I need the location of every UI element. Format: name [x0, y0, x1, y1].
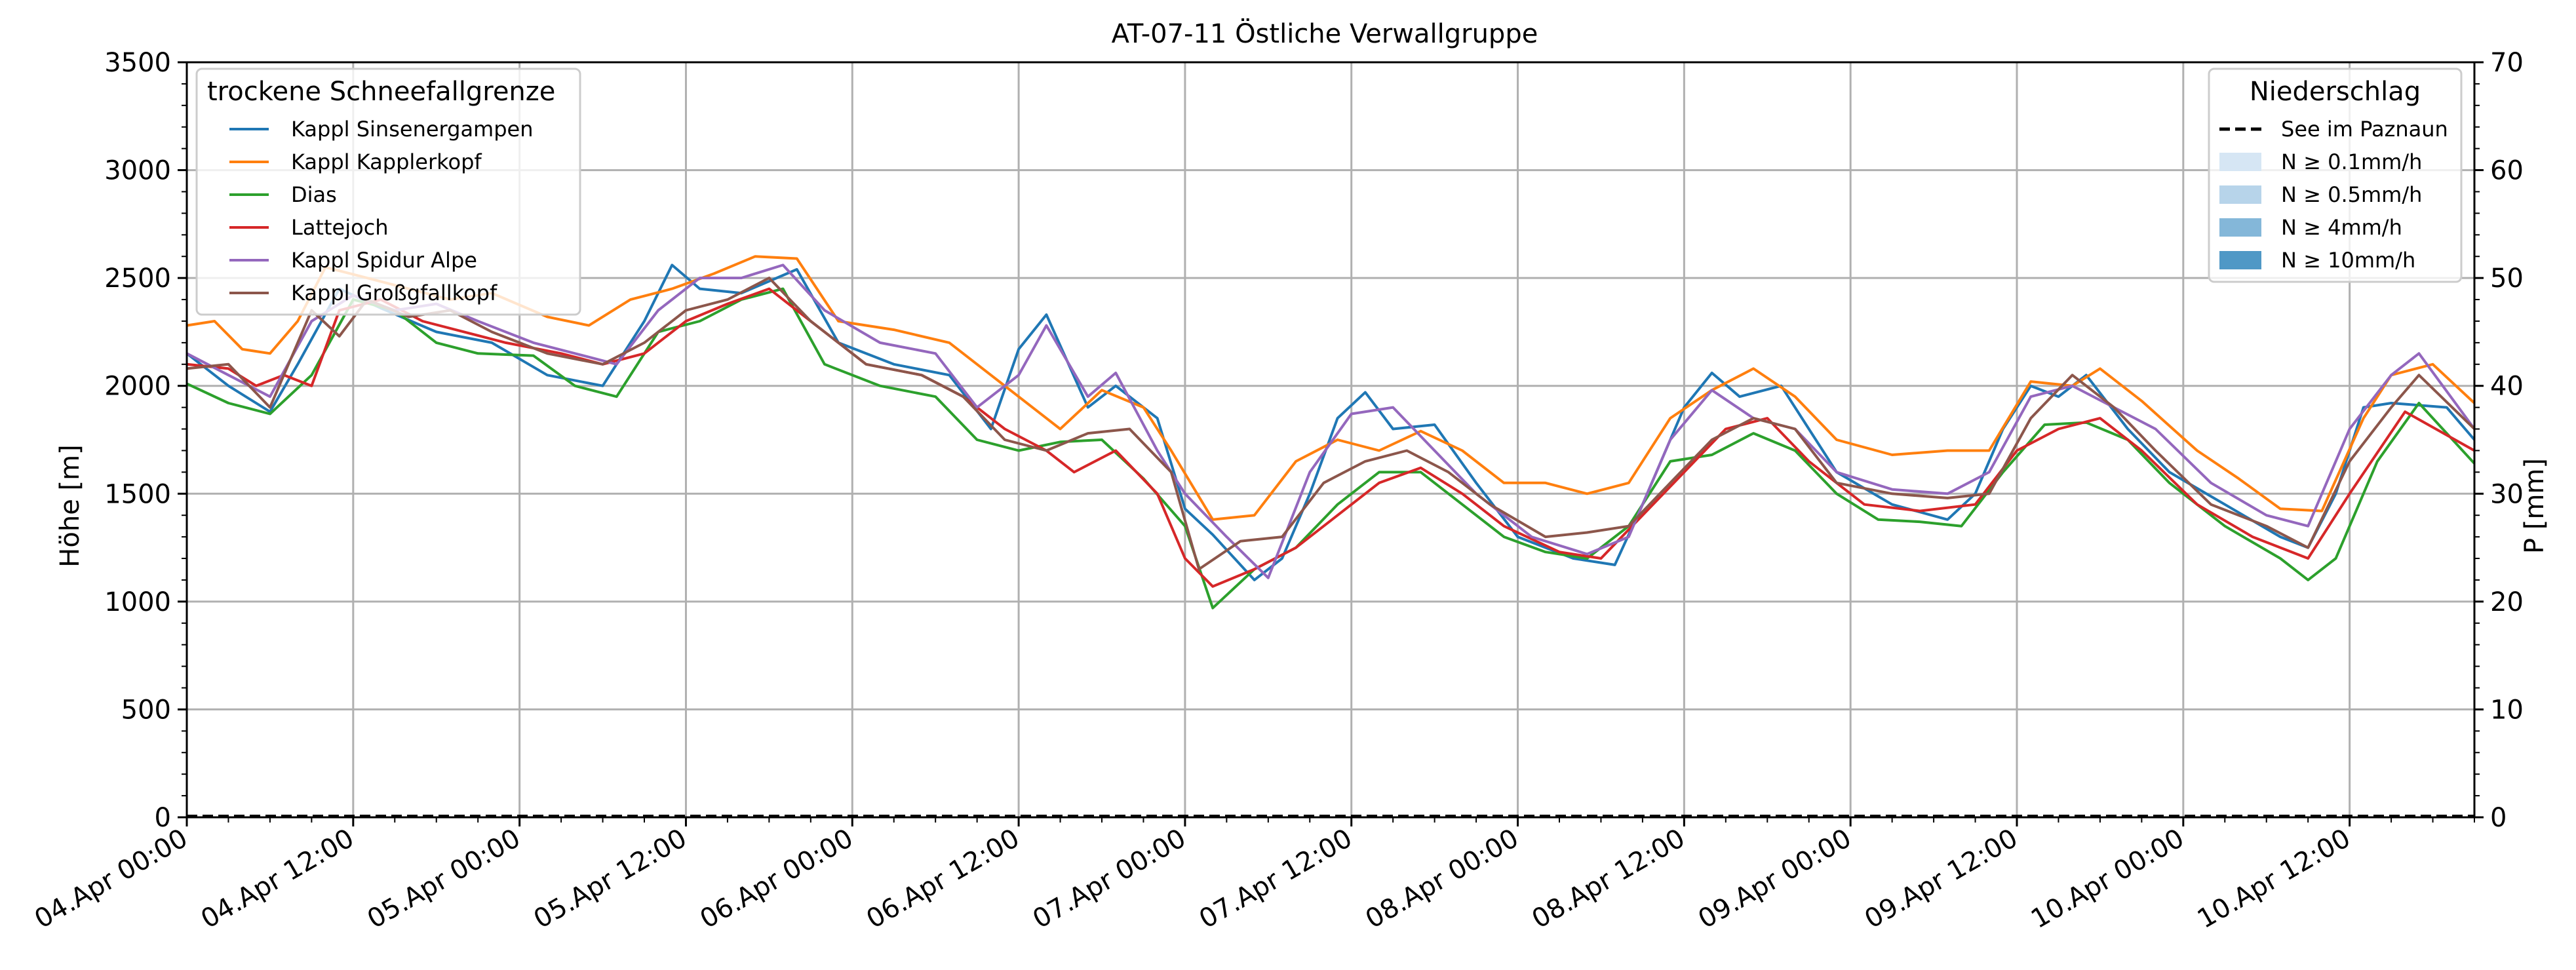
y-tick-label: 0 — [155, 803, 171, 833]
legend-entry-label: See im Paznaun — [2281, 117, 2448, 142]
y-tick-label: 1000 — [104, 587, 171, 617]
legend-swatch — [2219, 218, 2261, 237]
series-line-6 — [186, 277, 2476, 571]
legend-snowline-box — [195, 68, 581, 316]
legend-swatch — [2219, 185, 2261, 204]
plot-frame — [185, 61, 2476, 819]
series-line-4 — [186, 287, 2475, 588]
series-line-5 — [186, 263, 2476, 579]
legend-precipitation: Niederschlag See im Paznaun N ≥ 0.1mm/h N ≥… — [2208, 68, 2463, 283]
y2-tick-label: 40 — [2490, 372, 2524, 402]
y2-tick-label: 10 — [2490, 695, 2524, 725]
legend-entry-label: N ≥ 10mm/h — [2281, 248, 2415, 273]
y-tick-label: 2500 — [104, 263, 171, 294]
legend-entry-label: Kappl Sinsenergampen — [291, 117, 534, 142]
y-tick-label: 3500 — [104, 48, 171, 78]
y2-tick-label: 0 — [2490, 803, 2507, 833]
y2-tick-label: 20 — [2490, 587, 2524, 617]
legend-entry-label: Kappl Großgfallkopf — [291, 281, 498, 305]
legend-swatch — [2219, 251, 2261, 269]
y-tick-label: 3000 — [104, 156, 171, 186]
y2-tick-label: 30 — [2490, 479, 2524, 509]
legend-entry-label: Kappl Spidur Alpe — [291, 248, 477, 273]
legend-entry-label: Dias — [291, 182, 337, 207]
y-tick-label: 500 — [121, 695, 171, 725]
legend-entry-label: Lattejoch — [291, 215, 389, 240]
legend-entry-label: N ≥ 0.5mm/h — [2281, 182, 2422, 207]
y-axis-label: Höhe [m] — [55, 444, 85, 567]
legend-entry-label: N ≥ 0.1mm/h — [2281, 149, 2422, 174]
chart-title: AT-07-11 Östliche Verwallgruppe — [1112, 18, 1538, 49]
legend-precipitation-box — [2208, 68, 2463, 283]
y2-tick-label: 50 — [2490, 263, 2524, 294]
y2-axis-label: P [mm] — [2520, 458, 2550, 554]
legend-snowline-title: trockene Schneefallgrenze — [207, 77, 555, 107]
y-tick-label: 1500 — [104, 479, 171, 509]
y2-tick-label: 60 — [2490, 156, 2524, 186]
y-tick-label: 2000 — [104, 372, 171, 402]
legend-entry-label: N ≥ 4mm/h — [2281, 215, 2402, 240]
y2-tick-label: 70 — [2490, 48, 2524, 78]
legend-swatch — [2219, 153, 2261, 171]
legend-precipitation-title: Niederschlag — [2250, 77, 2421, 107]
series-line-1 — [185, 263, 2476, 581]
legend-entry-label: Kappl Kapplerkopf — [291, 149, 482, 174]
legend-snowline: trockene Schneefallgrenze Kappl Sinsenerg… — [195, 68, 581, 316]
